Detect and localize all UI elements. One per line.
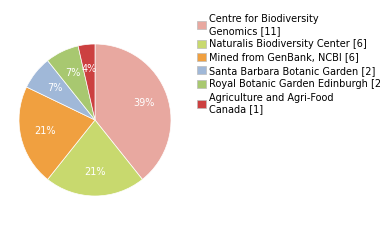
Text: 4%: 4% <box>82 64 97 74</box>
Wedge shape <box>78 44 95 120</box>
Text: 7%: 7% <box>65 68 80 78</box>
Wedge shape <box>95 44 171 180</box>
Text: 21%: 21% <box>84 167 106 177</box>
Wedge shape <box>48 46 95 120</box>
Wedge shape <box>27 60 95 120</box>
Wedge shape <box>19 87 95 180</box>
Text: 21%: 21% <box>34 126 55 137</box>
Text: 7%: 7% <box>47 83 62 93</box>
Text: 39%: 39% <box>133 98 154 108</box>
Wedge shape <box>48 120 142 196</box>
Legend: Centre for Biodiversity
Genomics [11], Naturalis Biodiversity Center [6], Mined : Centre for Biodiversity Genomics [11], N… <box>195 12 380 116</box>
